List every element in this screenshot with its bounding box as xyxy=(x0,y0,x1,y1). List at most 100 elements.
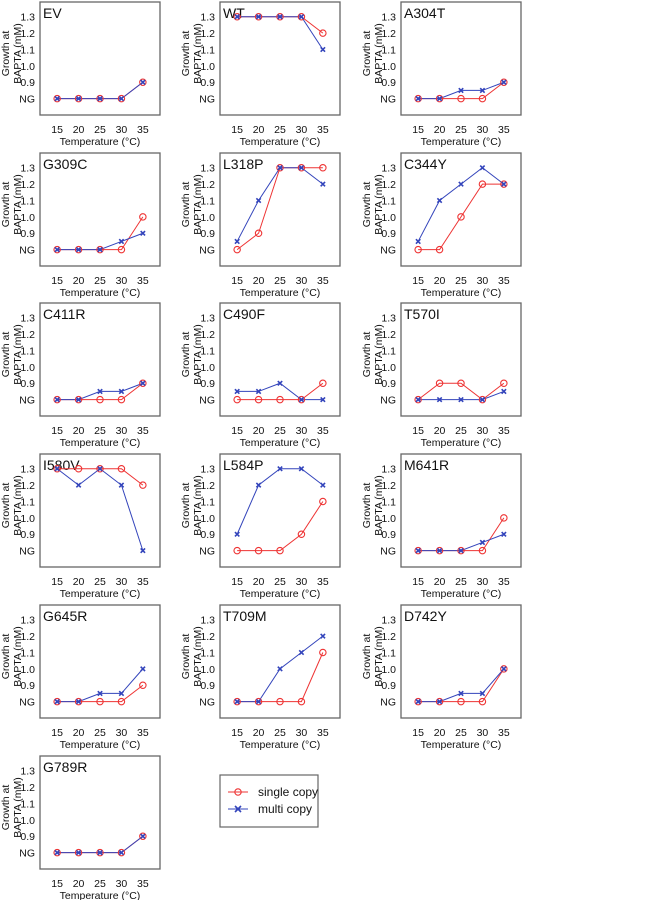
multi-copy-point xyxy=(255,698,262,705)
x-axis-label: Temperature (°C) xyxy=(240,136,321,148)
multi-copy-point xyxy=(97,849,103,856)
y-axis-label-line1: Growth at xyxy=(0,31,12,77)
y-axis-label-line1: Growth at xyxy=(0,483,12,529)
multi-copy-point xyxy=(479,690,486,697)
y-tick-label: 0.9 xyxy=(200,680,215,692)
multi-copy-point xyxy=(75,246,82,253)
plot-frame xyxy=(400,604,522,719)
x-tick-label: 15 xyxy=(231,576,243,588)
y-tick-label: 0.9 xyxy=(381,228,396,240)
legend-label: multi copy xyxy=(258,802,312,816)
single-copy-point xyxy=(117,395,126,404)
x-tick-label: 35 xyxy=(317,425,329,437)
plot-frame xyxy=(219,302,341,417)
multi-copy-point xyxy=(118,388,125,395)
y-tick-label: 1.2 xyxy=(200,631,215,643)
y-axis-label-line2: BAPTA (mM) xyxy=(373,626,385,686)
y-tick-label: 0.9 xyxy=(20,77,35,89)
x-tick-label: 15 xyxy=(231,727,243,739)
y-tick-label: 1.1 xyxy=(20,345,35,357)
x-tick-label: 25 xyxy=(274,727,286,739)
x-axis-label: Temperature (°C) xyxy=(60,287,141,299)
x-tick-label: 30 xyxy=(116,124,128,136)
y-tick-label: 1.2 xyxy=(20,179,35,191)
x-tick-label: 20 xyxy=(73,727,85,739)
y-tick-label: 1.3 xyxy=(381,313,396,325)
y-tick-label: 1.0 xyxy=(20,212,35,224)
x-tick-label: 15 xyxy=(51,275,63,287)
x-tick-label: 35 xyxy=(137,124,149,136)
multi-copy-point xyxy=(140,833,146,840)
multi-copy-point xyxy=(277,380,283,387)
single-copy-line xyxy=(418,183,504,251)
panel-title: D742Y xyxy=(404,608,447,624)
y-tick-label: NG xyxy=(380,546,396,558)
x-tick-label: 30 xyxy=(477,124,489,136)
plot-frame xyxy=(39,604,161,719)
x-tick-label: 35 xyxy=(317,124,329,136)
single-copy-point xyxy=(297,12,306,21)
single-copy-point xyxy=(414,94,422,103)
panel-g789r: G789R NG 0.9 1.0 1.1 1.2 1.3 15 20 25 30 35Temperat… xyxy=(0,755,161,900)
x-tick-label: 35 xyxy=(498,576,510,588)
x-tick-label: 25 xyxy=(455,576,467,588)
y-tick-label: 1.3 xyxy=(20,12,35,24)
y-tick-label: 1.2 xyxy=(200,28,215,40)
single-copy-point xyxy=(254,697,263,706)
y-tick-label: NG xyxy=(380,395,396,407)
multi-copy-point xyxy=(54,465,60,472)
multi-copy-point xyxy=(501,181,507,187)
y-tick-label: 1.2 xyxy=(381,28,396,40)
panel-m641r: M641R NG 0.9 1.0 1.1 1.2 1.3 15 20 25 30 35Temperat… xyxy=(361,453,522,600)
single-copy-point xyxy=(53,697,61,706)
multi-copy-point xyxy=(234,388,240,395)
y-tick-label: 1.2 xyxy=(20,28,35,40)
multi-copy-point xyxy=(118,690,125,697)
y-tick-label: 1.1 xyxy=(200,195,215,207)
x-tick-label: 35 xyxy=(137,727,149,739)
single-copy-point xyxy=(233,546,241,555)
single-copy-point xyxy=(435,546,444,555)
y-tick-label: 1.2 xyxy=(20,782,35,794)
y-tick-label: NG xyxy=(199,546,215,558)
single-copy-point xyxy=(53,464,61,473)
y-tick-label: NG xyxy=(199,245,215,257)
single-copy-point xyxy=(254,229,263,237)
y-tick-label: 1.1 xyxy=(381,496,396,508)
y-tick-label: NG xyxy=(19,848,35,860)
multi-copy-point xyxy=(97,465,103,472)
y-tick-label: 1.2 xyxy=(200,480,215,492)
x-axis-label: Temperature (°C) xyxy=(240,739,321,751)
x-tick-label: 35 xyxy=(498,124,510,136)
y-tick-label: 1.3 xyxy=(381,615,396,627)
single-copy-point xyxy=(414,697,422,706)
y-tick-label: 1.3 xyxy=(200,163,215,175)
multi-copy-point xyxy=(234,13,240,20)
single-copy-point xyxy=(478,546,487,555)
multi-copy-point xyxy=(479,87,486,94)
multi-copy-point xyxy=(458,547,464,554)
y-tick-label: 1.1 xyxy=(20,44,35,56)
y-tick-label: 1.3 xyxy=(20,163,35,175)
single-copy-point xyxy=(276,697,284,706)
plot-frame xyxy=(39,453,161,568)
y-tick-label: 1.1 xyxy=(20,798,35,810)
single-copy-point xyxy=(117,464,126,473)
x-tick-label: 25 xyxy=(94,425,106,437)
multi-copy-point xyxy=(97,388,103,395)
single-copy-point xyxy=(500,665,508,673)
multi-copy-point xyxy=(75,698,82,705)
x-tick-label: 25 xyxy=(455,275,467,287)
y-tick-label: 1.2 xyxy=(20,329,35,341)
x-axis-label: Temperature (°C) xyxy=(240,437,321,449)
y-tick-label: 0.9 xyxy=(200,529,215,541)
multi-copy-point xyxy=(298,396,305,403)
panel-t709m: T709M NG 0.9 1.0 1.1 1.2 1.3 15 20 25 30 35Temperat… xyxy=(180,604,341,751)
y-axis-label-line2: BAPTA (mM) xyxy=(12,626,24,686)
multi-copy-point xyxy=(320,181,326,187)
x-tick-label: 35 xyxy=(137,425,149,437)
multi-copy-point xyxy=(140,380,146,387)
x-tick-label: 20 xyxy=(434,727,446,739)
multi-copy-point xyxy=(458,396,464,403)
multi-copy-point xyxy=(415,547,421,554)
